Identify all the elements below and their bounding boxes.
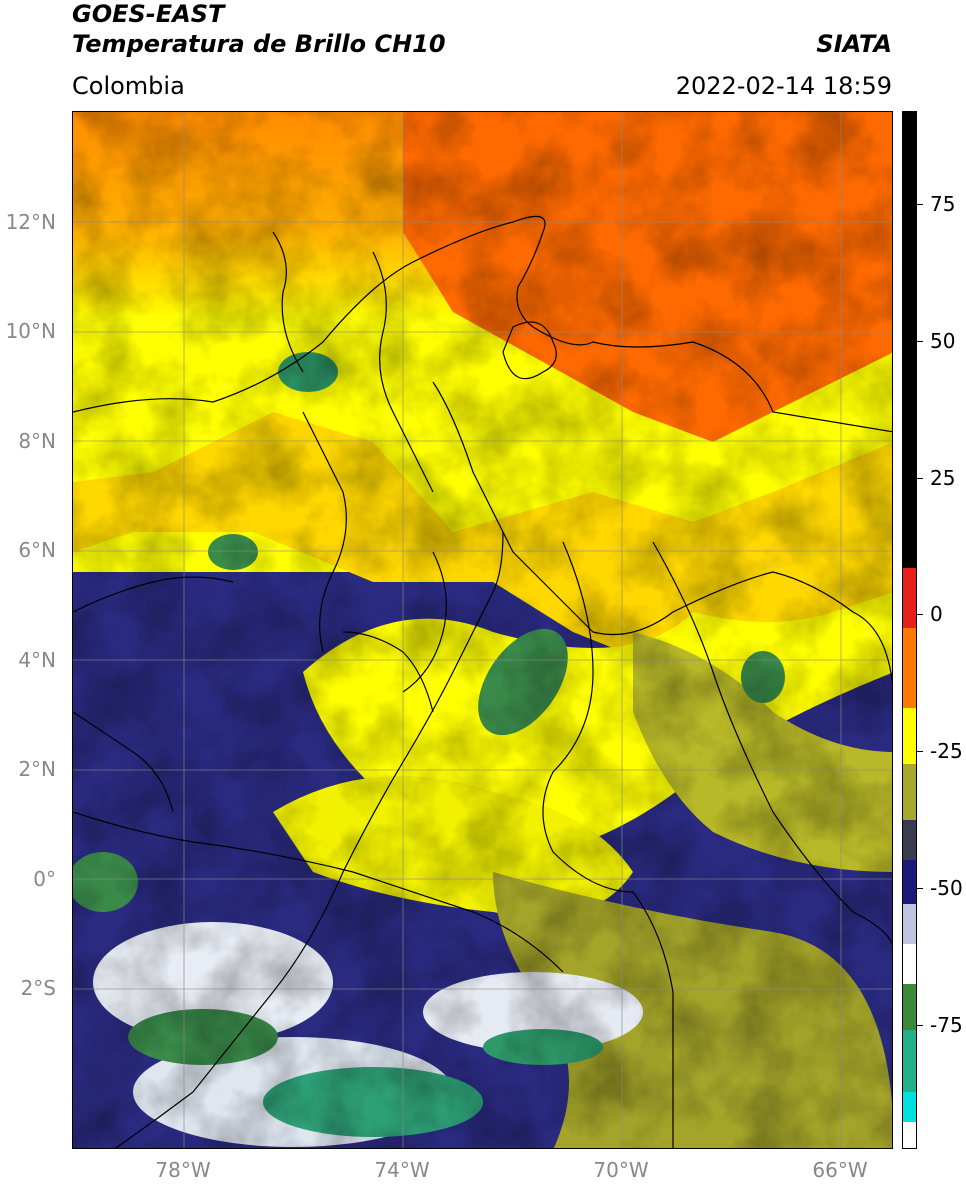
graticule [73, 112, 892, 1148]
cbar-tick-m50 [917, 888, 923, 889]
satellite-map [72, 111, 893, 1149]
title-product: Temperatura de Brillo CH10 [72, 30, 446, 58]
colorbar [902, 111, 917, 1149]
texture-overlay [73, 112, 892, 1148]
lat-label-0: 0° [33, 867, 56, 891]
cbar-tick-75 [917, 204, 923, 205]
cbar-tick-m75 [917, 1025, 923, 1026]
lat-label-4n: 4°N [18, 648, 56, 672]
cbar-tick-0 [917, 614, 923, 615]
borders [73, 215, 892, 1148]
map-canvas [73, 112, 892, 1148]
lon-label-78w: 78°W [155, 1158, 211, 1182]
lat-label-2s: 2°S [20, 976, 56, 1000]
lat-label-6n: 6°N [18, 538, 56, 562]
cbar-tick-25 [917, 478, 923, 479]
cbar-label-m50: -50 [930, 876, 963, 900]
brand-label: SIATA [816, 30, 892, 58]
title-satellite: GOES-EAST [72, 0, 225, 28]
cbar-label-m75: -75 [930, 1013, 963, 1037]
cbar-label-50: 50 [930, 329, 956, 353]
lat-label-10n: 10°N [5, 319, 56, 343]
cbar-label-0: 0 [930, 602, 943, 626]
lon-label-66w: 66°W [812, 1158, 868, 1182]
colorbar-scale [903, 112, 916, 1148]
cbar-label-25: 25 [930, 466, 956, 490]
lon-label-70w: 70°W [593, 1158, 649, 1182]
lat-label-8n: 8°N [18, 429, 56, 453]
cbar-tick-m25 [917, 751, 923, 752]
cbar-label-75: 75 [930, 192, 956, 216]
timestamp-label: 2022-02-14 18:59 [675, 72, 892, 100]
region-label: Colombia [72, 72, 185, 100]
lat-label-12n: 12°N [5, 210, 56, 234]
cbar-tick-50 [917, 341, 923, 342]
lat-label-2n: 2°N [18, 757, 56, 781]
lon-label-74w: 74°W [374, 1158, 430, 1182]
cbar-label-m25: -25 [930, 739, 963, 763]
